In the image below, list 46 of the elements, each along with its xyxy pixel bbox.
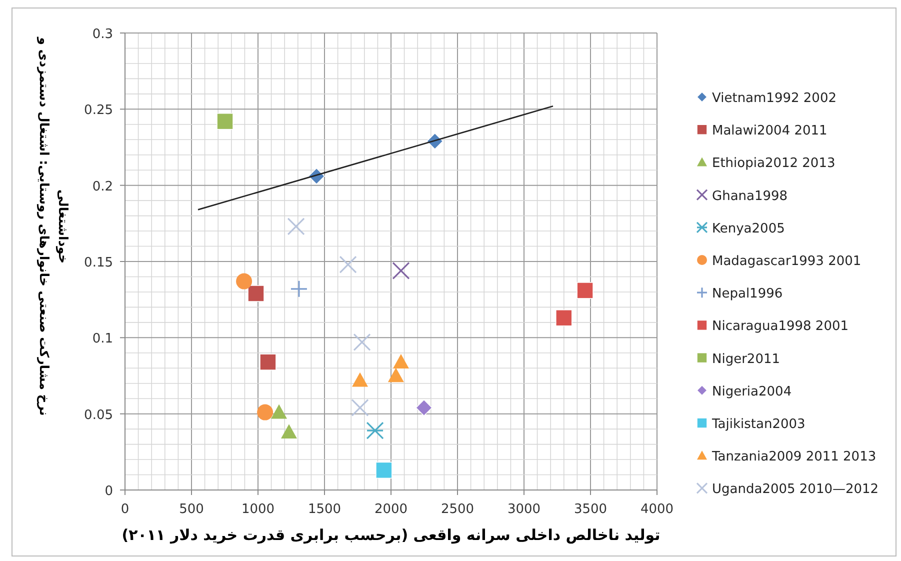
point [352,372,368,387]
legend-label: Uganda2005 2010—2012 [712,482,879,498]
point [339,256,357,274]
y-tick-label: 0.1 [92,332,113,347]
x-tick-label: 3000 [507,502,541,517]
x-axis-title: تولید ناخالص داخلی سرانه واقعی (برحسب برابری قدرت خرید دلار ۲۰۱۱) [122,526,660,544]
legend-label: Tajikistan2003 [711,417,806,432]
point [260,354,276,370]
legend-label: Nicaragua1998 2001 [712,319,849,334]
point [287,218,305,236]
legend-label: Ghana1998 [712,188,788,204]
point [576,282,594,299]
legend-label: Kenya2005 [712,221,785,236]
legend-label: Niger2011 [712,352,780,367]
point [280,424,297,439]
x-tick-label: 500 [179,502,204,517]
point [353,333,371,352]
point [388,368,404,382]
y-tick-label: 0.3 [92,27,113,42]
x-tick-label: 2500 [440,502,474,517]
y-tick-label: 0.2 [92,179,113,194]
point [271,404,288,419]
point [556,309,572,326]
legend-label: Madagascar1993 2001 [712,254,862,269]
legend-label: Malawi2004 2011 [712,124,828,139]
point [392,354,409,368]
legend-label: Tanzania2009 2011 2013 [711,450,876,465]
x-tick-label: 3500 [574,502,608,517]
y-tick-label: 0.05 [84,408,113,423]
legend-label: Vietnam1992 2002 [712,91,836,106]
legend-label: Nepal1996 [712,286,783,302]
y-tick-label: 0 [104,484,113,499]
x-tick-label: 2000 [374,502,408,517]
x-tick-label: 1000 [241,502,275,517]
legend-label: Ethiopia2012 2013 [712,156,836,172]
point [257,404,274,420]
x-tick-label: 4000 [640,502,674,517]
y-axis-title: نرخ مشارکت صنعتی خانوارهای روستایی: اشتغال دستمزدی و خوداشتغالی [36,36,71,416]
y-tick-label: 0.25 [84,103,113,118]
point [351,398,369,417]
x-tick-label: 0 [120,502,130,517]
point [236,273,252,290]
y-tick-label: 0.15 [84,256,113,270]
point [248,285,264,302]
legend-label: Nigeria2004 [712,384,792,400]
x-tick-label: 1500 [308,502,342,517]
